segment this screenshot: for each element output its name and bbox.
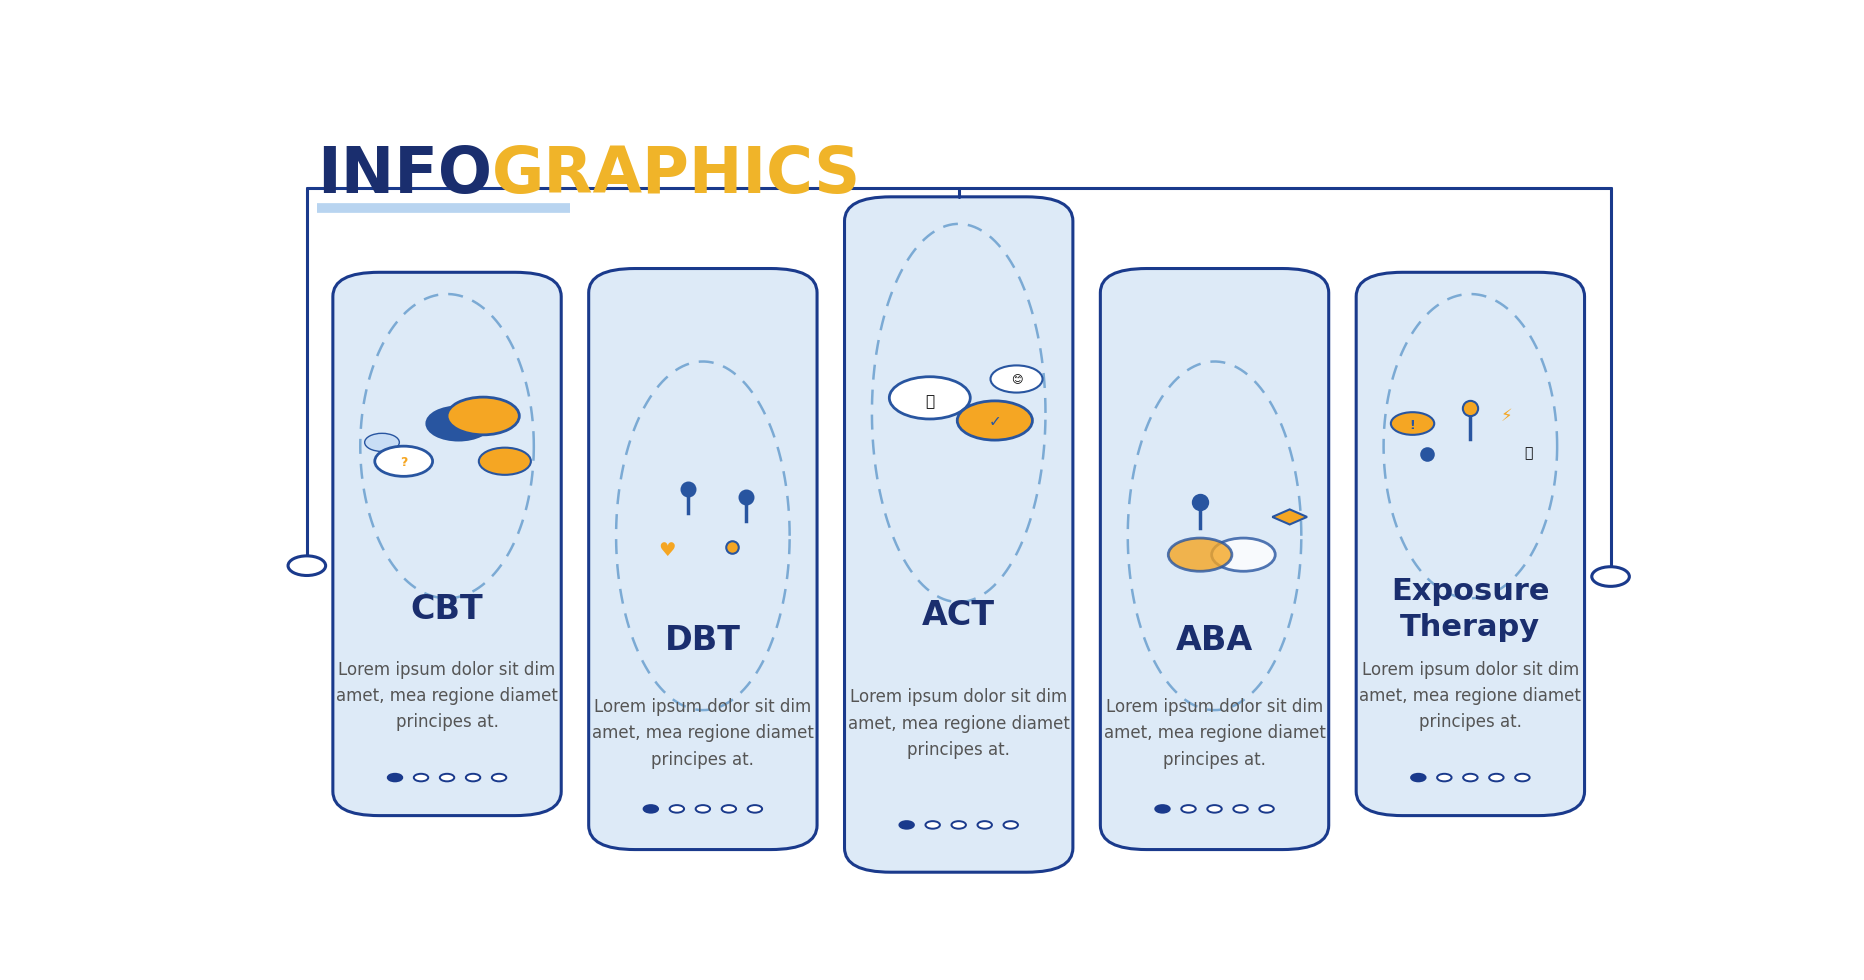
Text: ?: ? [399,457,406,469]
Text: Lorem ipsum dolor sit dim
amet, mea regione diamet
principes at.: Lorem ipsum dolor sit dim amet, mea regi… [1359,661,1581,731]
FancyBboxPatch shape [332,272,561,815]
Circle shape [447,397,518,435]
Circle shape [889,376,969,419]
Circle shape [1154,806,1169,812]
Circle shape [956,401,1033,440]
Circle shape [414,774,429,781]
Text: Lorem ipsum dolor sit dim
amet, mea regione diamet
principes at.: Lorem ipsum dolor sit dim amet, mea regi… [336,661,557,731]
Circle shape [1167,538,1232,571]
Text: Lorem ipsum dolor sit dim
amet, mea regione diamet
principes at.: Lorem ipsum dolor sit dim amet, mea regi… [1103,698,1325,768]
Circle shape [492,774,505,781]
Text: !: ! [1409,418,1415,431]
Circle shape [1232,806,1247,812]
Text: INFO: INFO [317,144,492,206]
FancyBboxPatch shape [589,269,816,850]
Circle shape [388,774,403,781]
Text: Lorem ipsum dolor sit dim
amet, mea regione diamet
principes at.: Lorem ipsum dolor sit dim amet, mea regi… [591,698,813,768]
Circle shape [669,806,684,812]
Circle shape [287,556,326,575]
Circle shape [1411,774,1424,781]
Text: ♥: ♥ [658,541,675,561]
Circle shape [1180,806,1195,812]
Circle shape [1003,821,1018,829]
Text: 🕷: 🕷 [1523,447,1532,461]
Circle shape [1206,806,1221,812]
Circle shape [1212,538,1275,571]
Circle shape [466,774,481,781]
Circle shape [977,821,992,829]
Circle shape [1514,774,1528,781]
FancyBboxPatch shape [1355,272,1584,815]
Text: DBT: DBT [665,624,740,657]
Circle shape [440,774,455,781]
Circle shape [695,806,710,812]
Text: ABA: ABA [1176,624,1253,657]
Circle shape [1590,566,1629,586]
Circle shape [721,806,736,812]
Circle shape [1487,774,1502,781]
Circle shape [925,821,939,829]
Circle shape [898,821,913,829]
Text: ⚡: ⚡ [1501,407,1512,425]
Circle shape [643,806,658,812]
FancyBboxPatch shape [844,197,1072,872]
Text: CBT: CBT [410,593,483,625]
Circle shape [1463,774,1476,781]
FancyBboxPatch shape [1100,269,1327,850]
Text: ACT: ACT [921,599,995,632]
Text: Exposure
Therapy: Exposure Therapy [1391,576,1549,642]
Circle shape [1437,774,1450,781]
Circle shape [747,806,762,812]
Text: Lorem ipsum dolor sit dim
amet, mea regione diamet
principes at.: Lorem ipsum dolor sit dim amet, mea regi… [848,688,1070,760]
Circle shape [1258,806,1273,812]
Circle shape [375,446,432,476]
Polygon shape [1271,510,1307,524]
Circle shape [1391,413,1433,435]
Circle shape [479,448,531,475]
Circle shape [990,366,1042,393]
Text: 🌱: 🌱 [925,394,934,409]
Circle shape [951,821,966,829]
Text: ✓: ✓ [988,415,1001,429]
Text: 😊: 😊 [1010,375,1021,385]
Circle shape [427,407,490,440]
Circle shape [365,433,399,452]
Text: GRAPHICS: GRAPHICS [492,144,861,206]
